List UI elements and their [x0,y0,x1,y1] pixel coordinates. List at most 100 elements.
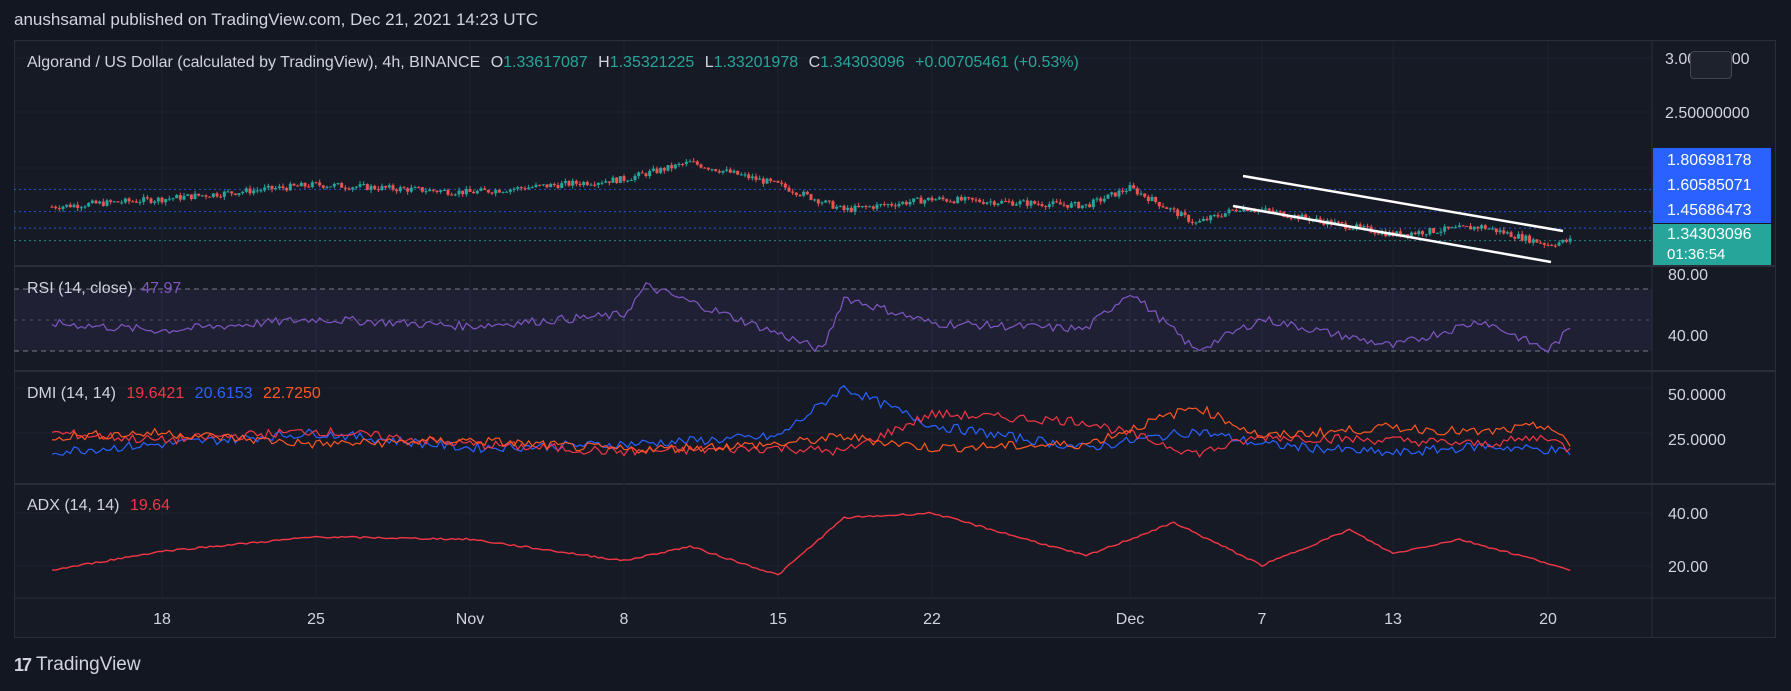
candle [831,199,835,210]
candle [1132,182,1136,190]
candle [512,187,516,193]
candle [1058,199,1062,205]
candle [453,193,457,197]
candle [494,188,498,197]
candle [871,205,875,211]
candle [560,180,564,189]
candle [692,158,696,163]
candle [1201,216,1205,222]
ohlc-close-label: C [808,54,821,71]
candle [1084,204,1088,209]
candle [384,185,388,190]
candle [545,184,549,189]
candle [138,199,142,206]
candle [534,182,538,188]
candle [1194,221,1198,226]
candle [112,200,116,203]
candle [211,193,215,199]
candle [321,184,325,190]
price-tag-3: 1.45686473 [1653,198,1771,223]
candle [644,172,648,178]
candle [1472,226,1476,232]
candle [747,172,751,181]
candle [354,185,358,190]
candle [182,193,186,201]
candle [1165,206,1169,209]
candle [1044,205,1048,210]
candle [1099,196,1103,205]
candle [585,180,589,187]
candle [1542,242,1546,248]
candle [1509,230,1513,238]
candle [684,159,688,167]
currency-button[interactable] [1690,51,1732,79]
candle [472,189,476,194]
candle [1106,194,1110,199]
candle [340,181,344,188]
candle [1179,210,1183,217]
current-price-tag: 1.34303096 01:36:54 [1653,224,1771,265]
candle [1033,200,1037,205]
candle [1568,235,1572,245]
candle [178,192,182,202]
candle [450,192,454,196]
chart-frame[interactable] [14,40,1776,638]
candle [351,186,355,192]
candle [233,193,237,196]
candle [1432,227,1436,234]
candle [725,166,729,173]
candle [134,198,138,203]
tradingview-logo[interactable]: 17 TradingView [14,654,141,676]
candle [879,203,883,208]
candle [530,185,534,189]
candle [739,172,743,176]
candle [1513,235,1517,242]
candle [204,194,208,200]
candle [827,200,831,205]
current-price: 1.34303096 [1667,226,1752,243]
candle [758,175,762,180]
candle [332,182,336,189]
candle [637,171,641,179]
candle [193,190,197,200]
candle [846,205,850,213]
candle [1198,218,1202,223]
candle [1062,201,1066,208]
candle [670,162,674,172]
candle [263,184,267,193]
candle [1095,196,1099,203]
adx-value: 19.64 [129,497,170,514]
rsi-band [14,288,1652,352]
candle [849,205,853,213]
candle [171,197,175,202]
candle [809,193,813,201]
candle [1040,201,1044,208]
candle [1212,213,1216,218]
candle [109,198,113,205]
candle [395,188,399,194]
series-line-adx [52,511,1571,576]
candle [1143,193,1147,199]
candle [571,178,575,189]
candle [611,175,615,183]
candle [626,179,630,183]
publisher-line: anushsamal published on TradingView.com,… [14,10,539,29]
candle [978,197,982,203]
candle [1102,195,1106,204]
ohlc-low: 1.33201978 [713,54,799,71]
candle [479,186,483,192]
candle [618,176,622,184]
candle [893,202,897,210]
candle [908,198,912,207]
candle [754,173,758,183]
time-axis-label: 8 [620,611,629,628]
candle [974,197,978,203]
candle [219,193,223,199]
ohlc-close: 1.34303096 [820,54,905,71]
candle [1457,222,1461,228]
candle [490,191,494,196]
descending-channel [1232,174,1564,264]
candle [1539,240,1543,245]
price-tag-1: 1.80698178 [1653,148,1771,173]
